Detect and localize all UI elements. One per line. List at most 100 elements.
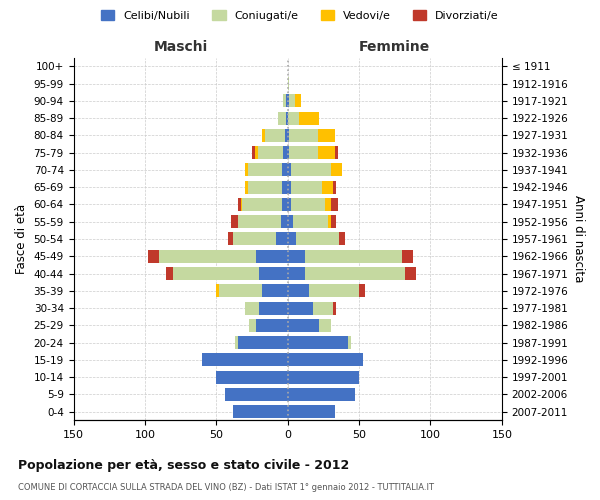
- Bar: [287, 388, 355, 401]
- Bar: [322, 180, 334, 194]
- Bar: [248, 180, 282, 194]
- Legend: Celibi/Nubili, Coniugati/e, Vedovi/e, Divorziati/e: Celibi/Nubili, Coniugati/e, Vedovi/e, Di…: [97, 6, 503, 25]
- Bar: [238, 336, 287, 349]
- Bar: [317, 129, 335, 142]
- Bar: [159, 250, 256, 262]
- Bar: [313, 302, 334, 314]
- Bar: [293, 215, 328, 228]
- Bar: [287, 164, 290, 176]
- Y-axis label: Fasce di età: Fasce di età: [15, 204, 28, 274]
- Bar: [402, 250, 413, 262]
- Bar: [258, 146, 283, 159]
- Bar: [305, 250, 402, 262]
- Bar: [219, 284, 262, 297]
- Bar: [173, 267, 259, 280]
- Bar: [249, 319, 256, 332]
- Bar: [319, 319, 331, 332]
- Bar: [282, 164, 287, 176]
- Bar: [287, 94, 289, 108]
- Text: COMUNE DI CORTACCIA SULLA STRADA DEL VINO (BZ) - Dati ISTAT 1° gennaio 2012 - TU: COMUNE DI CORTACCIA SULLA STRADA DEL VIN…: [18, 484, 434, 492]
- Bar: [252, 146, 255, 159]
- Bar: [202, 354, 287, 366]
- Bar: [228, 232, 233, 245]
- Bar: [248, 164, 282, 176]
- Bar: [238, 215, 281, 228]
- Bar: [334, 302, 336, 314]
- Bar: [287, 336, 347, 349]
- Bar: [166, 267, 173, 280]
- Bar: [233, 232, 276, 245]
- Text: Popolazione per età, sesso e stato civile - 2012: Popolazione per età, sesso e stato civil…: [18, 460, 349, 472]
- Bar: [238, 198, 241, 211]
- Bar: [287, 284, 309, 297]
- Bar: [276, 232, 287, 245]
- Bar: [255, 146, 258, 159]
- Bar: [328, 215, 331, 228]
- Bar: [230, 215, 238, 228]
- Text: Maschi: Maschi: [154, 40, 208, 54]
- Bar: [259, 267, 287, 280]
- Bar: [256, 319, 287, 332]
- Bar: [281, 215, 287, 228]
- Bar: [282, 180, 287, 194]
- Bar: [262, 284, 287, 297]
- Bar: [405, 267, 416, 280]
- Bar: [296, 232, 339, 245]
- Bar: [286, 94, 287, 108]
- Bar: [256, 250, 287, 262]
- Bar: [282, 198, 287, 211]
- Bar: [262, 129, 265, 142]
- Bar: [287, 319, 319, 332]
- Bar: [305, 267, 405, 280]
- Bar: [287, 302, 313, 314]
- Bar: [245, 164, 248, 176]
- Bar: [317, 146, 335, 159]
- Bar: [259, 302, 287, 314]
- Bar: [235, 336, 238, 349]
- Bar: [335, 146, 338, 159]
- Bar: [287, 354, 364, 366]
- Bar: [217, 284, 219, 297]
- Bar: [287, 146, 289, 159]
- Bar: [287, 215, 293, 228]
- Bar: [290, 198, 325, 211]
- Bar: [287, 405, 335, 418]
- Bar: [290, 180, 322, 194]
- Bar: [287, 112, 299, 124]
- Bar: [225, 388, 287, 401]
- Bar: [299, 112, 319, 124]
- Bar: [359, 284, 365, 297]
- Bar: [331, 215, 336, 228]
- Bar: [290, 164, 331, 176]
- Bar: [285, 129, 287, 142]
- Bar: [283, 146, 287, 159]
- Bar: [289, 94, 295, 108]
- Bar: [347, 336, 350, 349]
- Bar: [334, 180, 336, 194]
- Bar: [278, 112, 286, 124]
- Y-axis label: Anni di nascita: Anni di nascita: [572, 196, 585, 282]
- Bar: [245, 302, 259, 314]
- Bar: [245, 180, 248, 194]
- Bar: [287, 129, 289, 142]
- Bar: [242, 198, 282, 211]
- Text: Femmine: Femmine: [359, 40, 430, 54]
- Bar: [286, 112, 287, 124]
- Bar: [233, 405, 287, 418]
- Bar: [287, 267, 305, 280]
- Bar: [287, 370, 359, 384]
- Bar: [331, 198, 338, 211]
- Bar: [289, 146, 317, 159]
- Bar: [287, 232, 296, 245]
- Bar: [241, 198, 242, 211]
- Bar: [217, 370, 287, 384]
- Bar: [287, 250, 305, 262]
- Bar: [283, 94, 286, 108]
- Bar: [287, 198, 290, 211]
- Bar: [339, 232, 345, 245]
- Bar: [331, 164, 342, 176]
- Bar: [287, 180, 290, 194]
- Bar: [295, 94, 301, 108]
- Bar: [287, 77, 289, 90]
- Bar: [325, 198, 331, 211]
